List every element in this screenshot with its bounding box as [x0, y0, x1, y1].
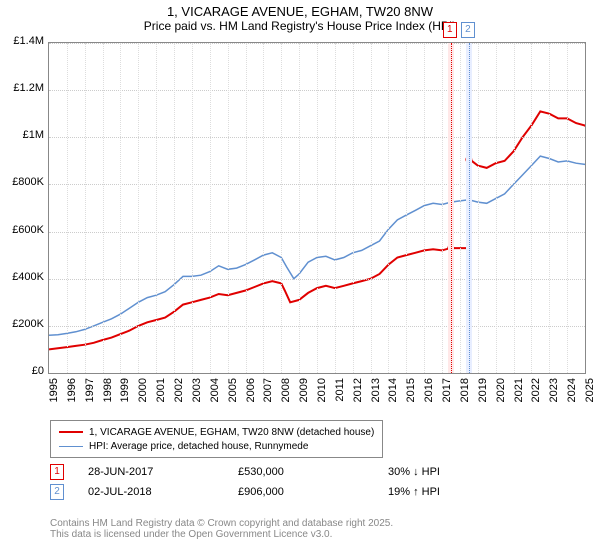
x-tick-label: 2016	[423, 378, 435, 418]
y-tick-label: £200K	[4, 318, 44, 330]
attribution: Contains HM Land Registry data © Crown c…	[50, 518, 393, 540]
gridline-v	[406, 43, 407, 373]
gridline-v	[478, 43, 479, 373]
gridline-v	[174, 43, 175, 373]
sales-table: 1 28-JUN-2017£530,00030% ↓ HPI 2 02-JUL-201…	[50, 462, 538, 502]
x-tick-label: 1995	[48, 378, 60, 418]
y-tick-label: £0	[4, 365, 44, 377]
gridline-v	[85, 43, 86, 373]
x-tick-label: 1996	[66, 378, 78, 418]
x-tick-label: 2005	[227, 378, 239, 418]
sales-row: 2 02-JUL-2018£906,00019% ↑ HPI	[50, 482, 538, 502]
x-tick-label: 2018	[459, 378, 471, 418]
plot-area	[48, 42, 586, 374]
gridline-v	[299, 43, 300, 373]
gridline-v	[103, 43, 104, 373]
x-tick-label: 2008	[280, 378, 292, 418]
gridline-v	[531, 43, 532, 373]
y-tick-label: £1.2M	[4, 82, 44, 94]
sales-delta: 30% ↓ HPI	[388, 466, 538, 478]
x-tick-label: 2004	[209, 378, 221, 418]
x-tick-label: 2021	[513, 378, 525, 418]
gridline-v	[228, 43, 229, 373]
sale-marker: 1	[443, 22, 457, 38]
x-tick-label: 2024	[566, 378, 578, 418]
gridline-v	[424, 43, 425, 373]
x-tick-label: 2023	[548, 378, 560, 418]
x-tick-label: 2003	[191, 378, 203, 418]
x-tick-label: 2012	[352, 378, 364, 418]
x-tick-label: 2009	[298, 378, 310, 418]
legend-row: 1, VICARAGE AVENUE, EGHAM, TW20 8NW (det…	[59, 425, 374, 439]
legend-box: 1, VICARAGE AVENUE, EGHAM, TW20 8NW (det…	[50, 420, 383, 458]
attribution-line1: Contains HM Land Registry data © Crown c…	[50, 518, 393, 529]
x-tick-label: 2015	[405, 378, 417, 418]
x-tick-label: 2025	[584, 378, 596, 418]
sales-marker: 2	[50, 484, 64, 500]
title-line2: Price paid vs. HM Land Registry's House …	[0, 19, 600, 33]
sales-row: 1 28-JUN-2017£530,00030% ↓ HPI	[50, 462, 538, 482]
x-tick-label: 1998	[102, 378, 114, 418]
title-line1: 1, VICARAGE AVENUE, EGHAM, TW20 8NW	[0, 4, 600, 19]
legend-swatch	[59, 431, 83, 433]
sales-date: 02-JUL-2018	[88, 486, 238, 498]
chart-container: 1, VICARAGE AVENUE, EGHAM, TW20 8NW Pric…	[0, 0, 600, 560]
x-tick-label: 2020	[495, 378, 507, 418]
gridline-v	[442, 43, 443, 373]
x-tick-label: 2022	[530, 378, 542, 418]
gridline-v	[460, 43, 461, 373]
title-block: 1, VICARAGE AVENUE, EGHAM, TW20 8NW Pric…	[0, 0, 600, 35]
x-tick-label: 2014	[387, 378, 399, 418]
sales-marker: 1	[50, 464, 64, 480]
x-tick-label: 2006	[245, 378, 257, 418]
gridline-v	[246, 43, 247, 373]
sale-marker: 2	[461, 22, 475, 38]
gridline-v	[388, 43, 389, 373]
x-tick-label: 2019	[477, 378, 489, 418]
x-tick-label: 2011	[334, 378, 346, 418]
sales-price: £906,000	[238, 486, 388, 498]
gridline-v	[317, 43, 318, 373]
x-tick-label: 2002	[173, 378, 185, 418]
gridline-v	[210, 43, 211, 373]
x-tick-label: 2007	[262, 378, 274, 418]
gridline-v	[263, 43, 264, 373]
gridline-v	[138, 43, 139, 373]
y-tick-label: £400K	[4, 271, 44, 283]
sales-price: £530,000	[238, 466, 388, 478]
gridline-v	[514, 43, 515, 373]
gridline-v	[120, 43, 121, 373]
legend-row: HPI: Average price, detached house, Runn…	[59, 439, 374, 453]
y-tick-label: £800K	[4, 176, 44, 188]
sale-line	[469, 43, 470, 373]
gridline-v	[156, 43, 157, 373]
gridline-v	[281, 43, 282, 373]
sale-line	[451, 43, 452, 373]
sales-delta: 19% ↑ HPI	[388, 486, 538, 498]
legend-label: HPI: Average price, detached house, Runn…	[89, 441, 308, 452]
legend-label: 1, VICARAGE AVENUE, EGHAM, TW20 8NW (det…	[89, 427, 374, 438]
y-tick-label: £1M	[4, 129, 44, 141]
gridline-v	[567, 43, 568, 373]
x-tick-label: 2013	[370, 378, 382, 418]
gridline-v	[192, 43, 193, 373]
x-tick-label: 2001	[155, 378, 167, 418]
x-tick-label: 2017	[441, 378, 453, 418]
gridline-v	[353, 43, 354, 373]
x-tick-label: 2000	[137, 378, 149, 418]
x-tick-label: 2010	[316, 378, 328, 418]
gridline-v	[371, 43, 372, 373]
gridline-v	[335, 43, 336, 373]
gridline-v	[67, 43, 68, 373]
y-tick-label: £600K	[4, 224, 44, 236]
x-tick-label: 1997	[84, 378, 96, 418]
gridline-v	[549, 43, 550, 373]
y-tick-label: £1.4M	[4, 35, 44, 47]
sales-date: 28-JUN-2017	[88, 466, 238, 478]
attribution-line2: This data is licensed under the Open Gov…	[50, 529, 393, 540]
legend-swatch	[59, 446, 83, 447]
x-tick-label: 1999	[119, 378, 131, 418]
gridline-v	[496, 43, 497, 373]
